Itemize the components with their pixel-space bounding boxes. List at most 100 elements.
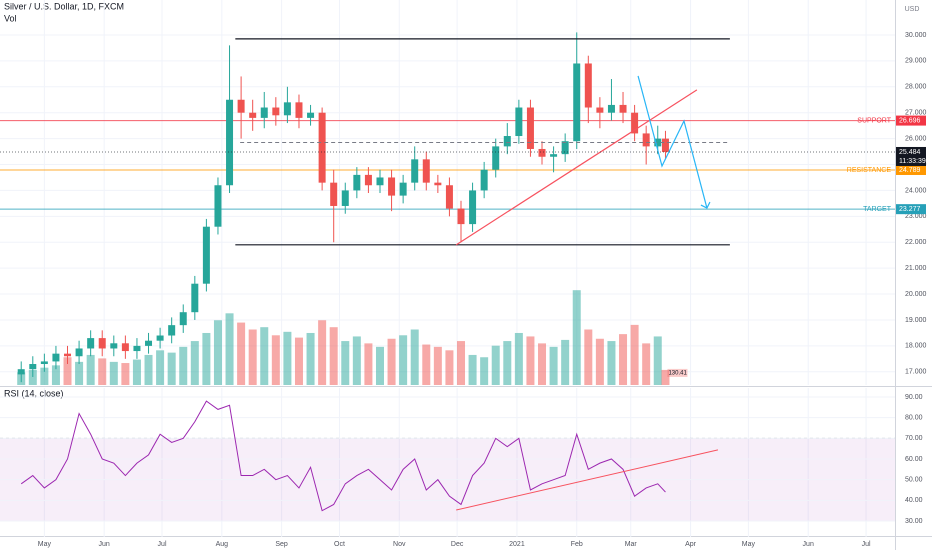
rsi-trendline xyxy=(456,449,719,511)
candle-body xyxy=(145,340,153,346)
candle-body xyxy=(121,343,129,352)
volume-bar xyxy=(306,332,315,385)
candle-body xyxy=(64,353,72,357)
volume-bar xyxy=(40,367,49,385)
volume-bar xyxy=(549,346,558,385)
candle-body xyxy=(619,104,627,113)
candle-body xyxy=(353,174,361,191)
arrow-head xyxy=(700,201,711,209)
candle-body xyxy=(52,353,60,362)
volume-bar xyxy=(179,346,188,385)
x-tick-label: Mar xyxy=(625,541,638,548)
drawing-line xyxy=(637,75,708,209)
rsi-tick-label: 60.00 xyxy=(905,456,923,463)
candle-body xyxy=(110,343,118,349)
volume-bar xyxy=(630,324,639,385)
volume-bar xyxy=(480,357,489,385)
volume-bar xyxy=(167,352,176,385)
volume-bar xyxy=(514,332,523,385)
volume-bar xyxy=(144,354,153,385)
candle-body xyxy=(422,159,430,183)
candle-body xyxy=(457,208,465,225)
volume-bar xyxy=(352,336,361,385)
candle-body xyxy=(607,104,615,113)
volume-bar xyxy=(98,358,107,385)
level-price: 23.277 xyxy=(899,206,921,213)
candle-body xyxy=(307,112,315,118)
volume-bar xyxy=(503,341,512,385)
candle-body xyxy=(202,226,210,284)
candle-body xyxy=(168,325,176,336)
volume-bar xyxy=(653,336,662,385)
volume-bar xyxy=(387,338,396,385)
candle-body xyxy=(330,182,338,206)
candle-body xyxy=(75,348,83,357)
y-tick-label: 24.000 xyxy=(905,187,927,194)
candle-body xyxy=(318,112,326,183)
x-tick-label: Jul xyxy=(862,541,871,548)
y-tick-label: 20.000 xyxy=(905,291,927,298)
volume-bar xyxy=(109,361,118,385)
y-tick-label: 17.000 xyxy=(905,369,927,376)
volume-bar xyxy=(642,343,651,385)
candle-body xyxy=(399,182,407,196)
volume-bar xyxy=(491,345,500,385)
candle-body xyxy=(550,154,558,157)
volume-bar xyxy=(237,322,246,385)
volume-bar xyxy=(86,354,95,385)
volume-bar xyxy=(410,329,419,385)
volume-bar xyxy=(202,332,211,385)
volume-title: Vol xyxy=(4,13,17,23)
level-name: TARGET xyxy=(863,206,892,213)
volume-bar xyxy=(190,341,199,385)
candle-body xyxy=(573,63,581,142)
x-tick-label: Dec xyxy=(451,541,464,548)
volume-bar xyxy=(422,344,431,385)
volume-bar xyxy=(28,369,37,385)
volume-bar xyxy=(619,334,628,385)
candle-body xyxy=(133,345,141,352)
rsi-line xyxy=(20,400,666,512)
rsi-tick-label: 40.00 xyxy=(905,497,923,504)
y-tick-label: 18.000 xyxy=(905,343,927,350)
candle-body xyxy=(179,312,187,326)
level-price-box xyxy=(896,204,926,215)
volume-bar xyxy=(318,320,327,385)
currency: USD xyxy=(905,6,920,13)
volume-bar xyxy=(445,350,454,385)
candle-body xyxy=(411,159,419,183)
x-tick-label: Oct xyxy=(334,541,345,548)
volume-bar xyxy=(260,327,269,385)
candle-body xyxy=(515,107,523,137)
volume-bar xyxy=(468,354,477,385)
candle-body xyxy=(596,107,604,113)
candle-body xyxy=(272,107,280,116)
volume-bar xyxy=(375,346,384,385)
candle-body xyxy=(29,364,37,370)
y-tick-label: 28.000 xyxy=(905,84,927,91)
candle-body xyxy=(249,112,257,118)
candle-body xyxy=(283,102,291,116)
y-tick-label: 26.000 xyxy=(905,135,927,142)
volume-bar xyxy=(63,357,72,385)
volume-bar xyxy=(526,336,535,385)
volume-bar xyxy=(213,320,222,385)
candle-body xyxy=(480,169,488,191)
candle-body xyxy=(191,283,199,313)
x-tick-label: Nov xyxy=(393,541,406,548)
volume-bar xyxy=(225,313,234,385)
y-tick-label: 19.000 xyxy=(905,317,927,324)
candle-body xyxy=(503,136,511,147)
volume-bar xyxy=(661,369,670,385)
x-tick-label: 2021 xyxy=(509,541,525,548)
volume-bar xyxy=(51,365,60,385)
x-tick-label: Feb xyxy=(571,541,583,548)
x-tick-label: Sep xyxy=(275,541,288,548)
candle-body xyxy=(661,138,669,152)
candle-body xyxy=(87,338,95,349)
candle-body xyxy=(526,107,534,149)
candle-body xyxy=(388,177,396,196)
volume-bar xyxy=(572,290,581,385)
candle-body xyxy=(434,182,442,186)
